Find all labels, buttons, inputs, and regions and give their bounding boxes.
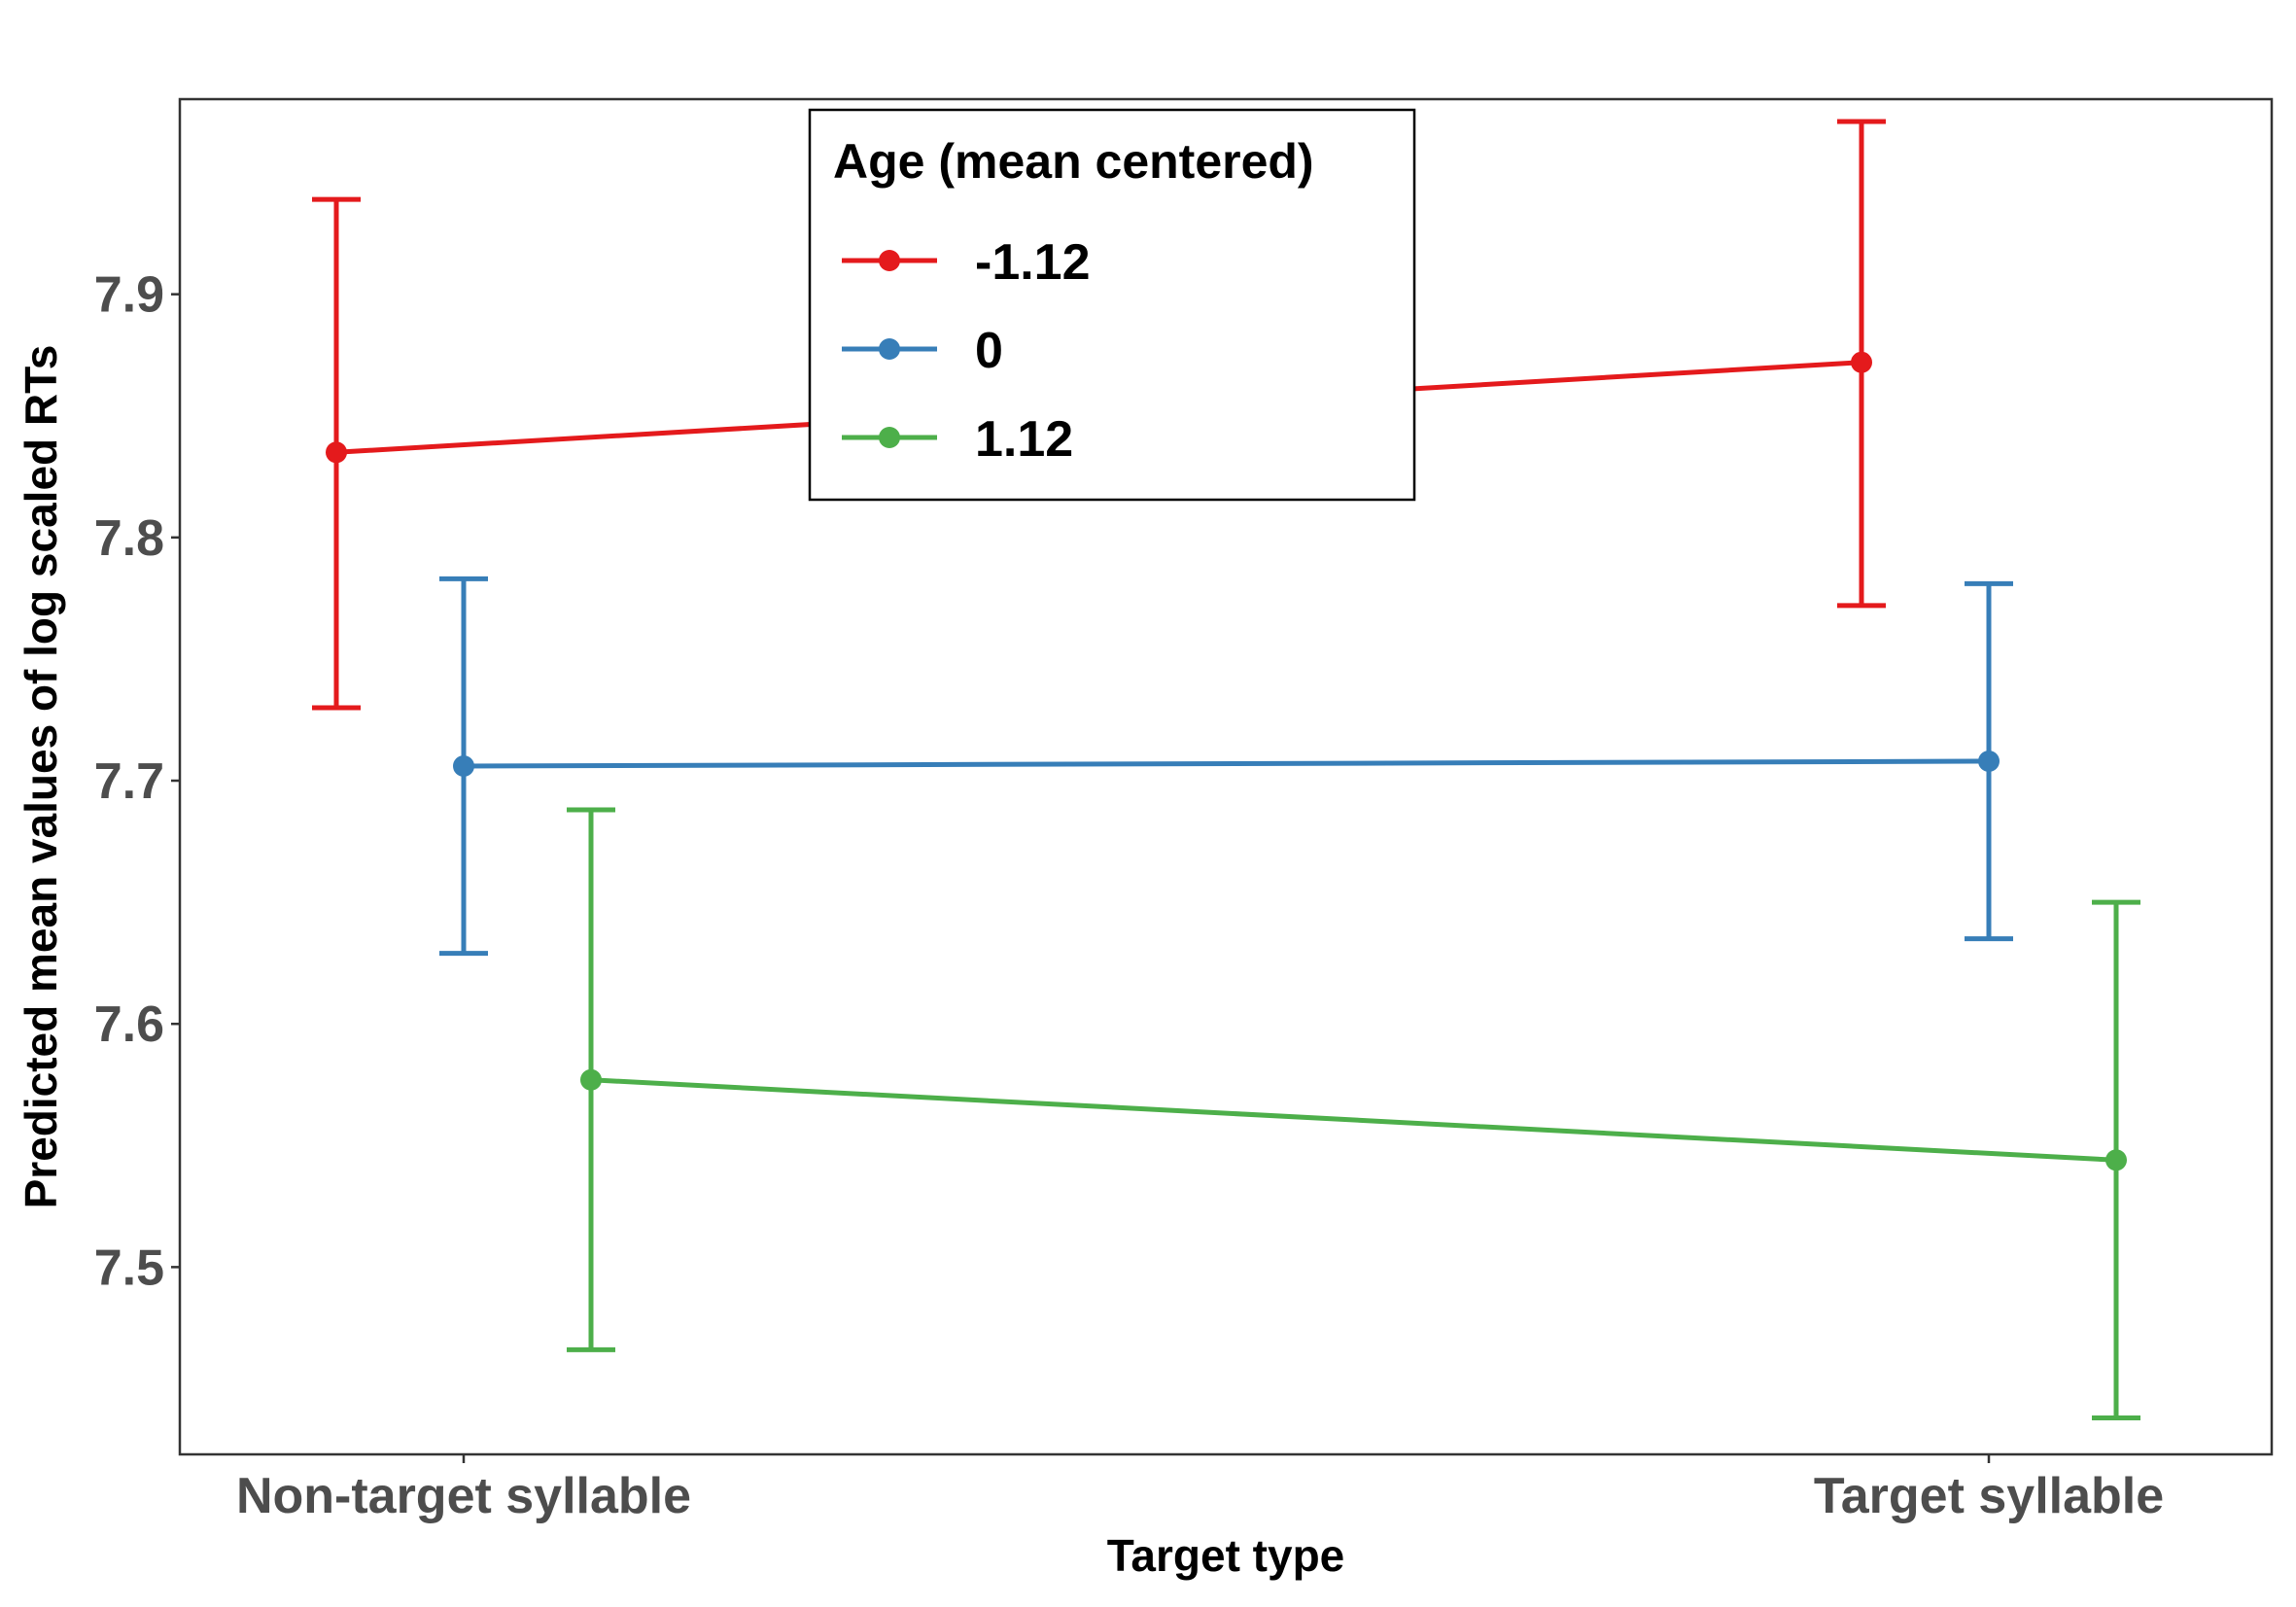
legend-item: 0: [842, 323, 1003, 379]
series-layer: [312, 119, 2140, 1420]
data-point: [2105, 1149, 2127, 1171]
data-point: [1978, 751, 2000, 773]
legend: Age (mean centered) -1.12 0 1.12: [808, 108, 1416, 502]
legend-box: [808, 108, 1416, 502]
data-point: [580, 1068, 602, 1091]
y-tick-label: 7.6: [94, 996, 164, 1053]
series-3: [567, 807, 2140, 1420]
y-tick-label: 7.7: [94, 753, 164, 810]
x-axis-title: Target type: [1107, 1530, 1345, 1581]
legend-item: -1.12: [842, 234, 1091, 291]
series-2: [439, 576, 2013, 957]
legend-items: -1.12 0 1.12: [842, 234, 1091, 468]
y-axis: 7.5 7.6 7.7 7.8 7.9: [94, 267, 180, 1296]
y-tick-label: 7.9: [94, 267, 164, 324]
y-tick-label: 7.8: [94, 510, 164, 567]
legend-label: -1.12: [975, 234, 1091, 291]
y-axis-title: Predicted mean values of log scaled RTs: [16, 345, 66, 1209]
legend-label: 0: [975, 323, 1003, 379]
data-point: [453, 755, 474, 778]
legend-title: Age (mean centered): [833, 134, 1314, 189]
series-line: [590, 1077, 2117, 1163]
y-tick-label: 7.5: [94, 1240, 164, 1296]
x-tick-label: Non-target syllable: [236, 1468, 691, 1524]
x-tick-label: Target syllable: [1814, 1468, 2164, 1524]
data-point: [1851, 351, 1872, 373]
legend-key-point: [879, 427, 900, 448]
x-axis: Non-target syllable Target syllable: [236, 1454, 2164, 1524]
series-line: [463, 758, 1990, 769]
legend-label: 1.12: [975, 411, 1073, 468]
legend-key-point: [879, 250, 900, 271]
legend-item: 1.12: [842, 411, 1073, 468]
data-point: [326, 441, 347, 464]
legend-key-point: [879, 338, 900, 360]
